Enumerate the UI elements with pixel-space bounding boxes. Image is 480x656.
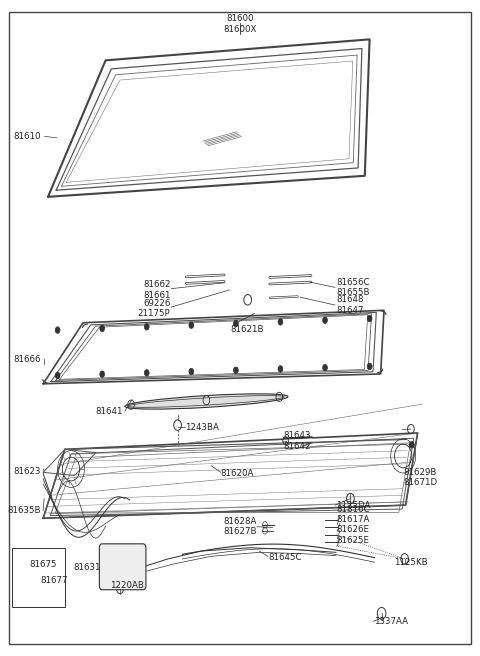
Text: 1337AA: 1337AA [374,617,408,626]
Text: 81600
81600X: 81600 81600X [223,14,257,34]
Circle shape [144,369,149,376]
Circle shape [367,363,372,369]
Text: 81645C: 81645C [269,553,302,562]
Circle shape [233,320,238,327]
Text: 81677: 81677 [41,576,68,585]
Text: 81621B: 81621B [230,325,264,334]
Text: 69226
21175P: 69226 21175P [138,298,170,318]
Text: 1125KB: 1125KB [394,558,427,567]
Ellipse shape [125,394,288,409]
Circle shape [189,368,194,375]
Text: 1243BA: 1243BA [185,422,219,432]
Text: 81628A
81627B: 81628A 81627B [223,517,257,537]
Text: 81648
81647: 81648 81647 [336,295,363,315]
Circle shape [233,367,238,373]
Circle shape [120,563,126,571]
Text: 1220AB: 1220AB [110,581,144,590]
Circle shape [112,552,133,581]
Text: 81656C
81655B: 81656C 81655B [336,277,370,297]
Circle shape [367,316,372,322]
Text: 81620A: 81620A [221,469,254,478]
Circle shape [100,325,105,332]
Text: 81631: 81631 [73,563,101,572]
Circle shape [323,317,327,323]
Circle shape [189,322,194,329]
Circle shape [55,327,60,333]
Text: 81662
81661: 81662 81661 [143,280,170,300]
Circle shape [55,372,60,379]
Text: 81635B: 81635B [7,506,41,515]
Text: 81610: 81610 [13,132,41,141]
Circle shape [409,441,414,448]
FancyBboxPatch shape [99,544,146,590]
Text: 81666: 81666 [13,355,41,364]
Text: 81641: 81641 [95,407,122,416]
Text: 81675: 81675 [30,560,57,569]
Text: 81623: 81623 [13,466,41,476]
Circle shape [278,319,283,325]
Text: 81816C
81617A
81626E
81625E: 81816C 81617A 81626E 81625E [336,504,370,545]
Bar [12,548,65,607]
Circle shape [144,323,149,330]
Circle shape [323,364,327,371]
Text: 81643
81642: 81643 81642 [283,431,311,451]
Text: 1125DA: 1125DA [336,501,371,510]
Circle shape [278,365,283,372]
Circle shape [100,371,105,377]
Text: 81629B
81671D: 81629B 81671D [403,468,437,487]
